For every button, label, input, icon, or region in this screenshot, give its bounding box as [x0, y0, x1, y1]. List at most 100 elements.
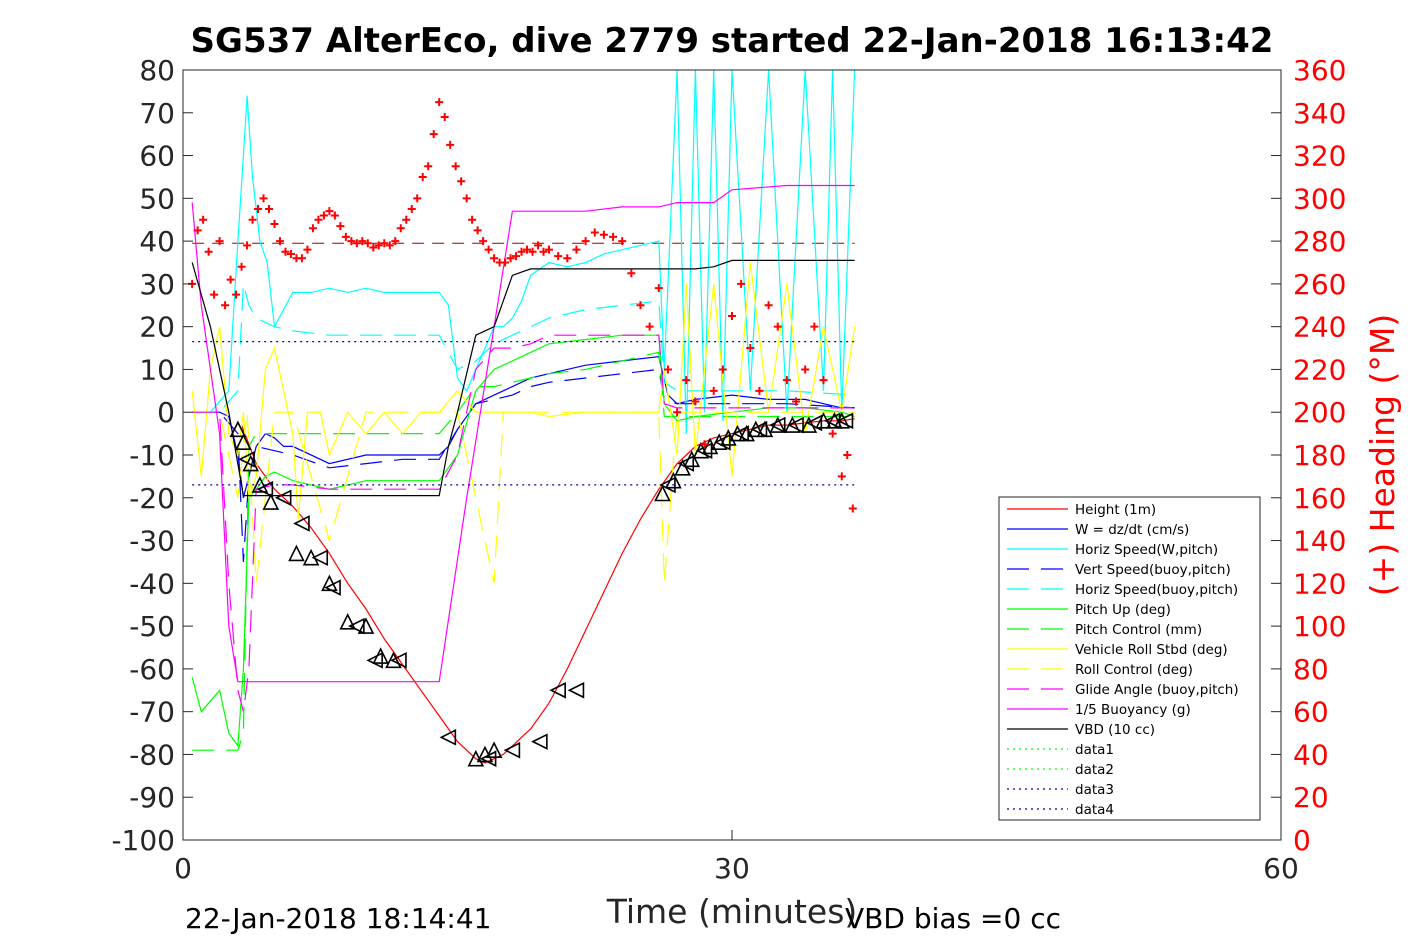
heading-point: [199, 215, 208, 224]
heading-point: [782, 376, 791, 385]
heading-point: [663, 365, 672, 374]
heading-point: [819, 376, 828, 385]
bottom-axis: 0 30 60: [174, 830, 1299, 885]
heading-point: [358, 237, 367, 246]
x-axis-label: Time (minutes): [606, 892, 858, 931]
heading-point: [204, 247, 213, 256]
heading-point: [352, 239, 361, 248]
sample-marker-up: [815, 411, 832, 429]
y-tick-label: -70: [129, 696, 175, 729]
heading-point: [563, 254, 572, 263]
y2-tick-label: 320: [1293, 140, 1346, 173]
heading-point: [462, 194, 471, 203]
heading-point: [440, 113, 449, 122]
heading-point: [810, 322, 819, 331]
sample-marker-up: [784, 416, 801, 433]
y2-tick-label: 180: [1293, 439, 1346, 472]
heading-point: [424, 162, 433, 171]
y-tick-label: 30: [139, 268, 175, 301]
heading-point: [319, 211, 328, 220]
y-tick-label: 80: [139, 54, 175, 87]
y2-axis-label: (+) Heading (°M): [1363, 314, 1402, 596]
right-axis: 3603403203002802602402202001801601401201…: [1271, 54, 1346, 857]
series-line-2: [192, 70, 856, 434]
y-tick-label: 20: [139, 311, 175, 344]
heading-point: [682, 376, 691, 385]
heading-point: [764, 301, 773, 310]
heading-point: [418, 172, 427, 181]
heading-point: [843, 451, 852, 459]
heading-point: [237, 262, 246, 271]
heading-point: [484, 245, 493, 254]
y2-tick-label: 20: [1293, 781, 1329, 814]
heading-point: [347, 237, 356, 246]
heading-point: [479, 237, 488, 246]
heading-point: [325, 207, 334, 216]
sample-marker-up: [833, 411, 851, 429]
y-tick-label: 0: [157, 396, 175, 429]
left-axis: 80 70 60 50 40 30 20 10 0 -10 -20 -30 -40 -50 -60 -70 -8…: [111, 54, 193, 857]
heading-point: [248, 215, 257, 224]
legend-entry-13: data2: [1075, 762, 1114, 778]
sample-marker-up: [229, 420, 247, 438]
y-tick-label: -80: [129, 738, 175, 771]
series-line-5: [191, 334, 855, 748]
sample-marker-up: [729, 424, 746, 442]
legend-entry-8: Roll Control (deg): [1075, 662, 1193, 678]
y-tick-label: -50: [129, 610, 175, 643]
series-line-10: [191, 184, 855, 683]
footer-timestamp: 22-Jan-2018 18:14:41: [185, 902, 491, 935]
legend-entry-15: data4: [1075, 802, 1114, 818]
sample-marker-up: [372, 647, 389, 664]
heading-point: [265, 205, 274, 214]
heading-point: [539, 247, 548, 256]
sample-marker-up: [747, 420, 765, 438]
sample-marker-up: [683, 450, 701, 468]
legend-entry-5: Pitch Up (deg): [1075, 602, 1171, 618]
heading-point: [837, 472, 846, 481]
heading-point: [534, 241, 543, 250]
y2-tick-label: 40: [1293, 738, 1329, 771]
heading-point: [673, 408, 682, 417]
y-tick-label: 50: [139, 182, 175, 215]
y2-tick-label: 280: [1293, 225, 1346, 258]
sample-marker-up: [302, 548, 320, 566]
heading-point: [718, 365, 727, 374]
sample-marker-left: [787, 416, 804, 434]
x-tick-label: 30: [714, 852, 750, 885]
heading-point: [572, 245, 581, 254]
x-tick-label: 60: [1263, 852, 1299, 885]
heading-point: [303, 245, 312, 254]
sample-marker-up: [674, 459, 691, 476]
heading-point: [473, 226, 482, 235]
heading-point: [407, 205, 416, 214]
sample-marker-up: [235, 433, 252, 450]
legend-entry-10: 1/5 Buoyancy (g): [1075, 702, 1191, 718]
sample-marker-up: [321, 574, 338, 592]
sample-marker-left: [274, 489, 292, 507]
heading-point: [215, 237, 224, 246]
y2-tick-label: 80: [1293, 653, 1329, 686]
sample-marker-up: [385, 651, 402, 669]
heading-point: [490, 254, 499, 263]
chart-title: SG537 AlterEco, dive 2779 started 22-Jan…: [191, 21, 1274, 61]
sample-marker-up: [339, 613, 356, 630]
heading-point: [232, 290, 241, 299]
heading-layer: [188, 98, 857, 513]
marker-layer: [229, 411, 854, 768]
heading-point: [385, 241, 394, 250]
sample-marker-up: [262, 493, 280, 510]
heading-point: [446, 140, 455, 149]
heading-point: [700, 440, 709, 449]
heading-point: [691, 397, 700, 406]
y2-tick-label: 220: [1293, 353, 1346, 386]
series-line-4: [192, 283, 855, 413]
heading-point: [221, 301, 230, 310]
y2-tick-label: 240: [1293, 311, 1346, 344]
heading-point: [363, 239, 372, 248]
heading-point: [413, 194, 422, 203]
y2-tick-label: 360: [1293, 54, 1346, 87]
sample-marker-left: [768, 416, 786, 434]
heading-point: [193, 226, 202, 235]
heading-point: [243, 241, 252, 250]
